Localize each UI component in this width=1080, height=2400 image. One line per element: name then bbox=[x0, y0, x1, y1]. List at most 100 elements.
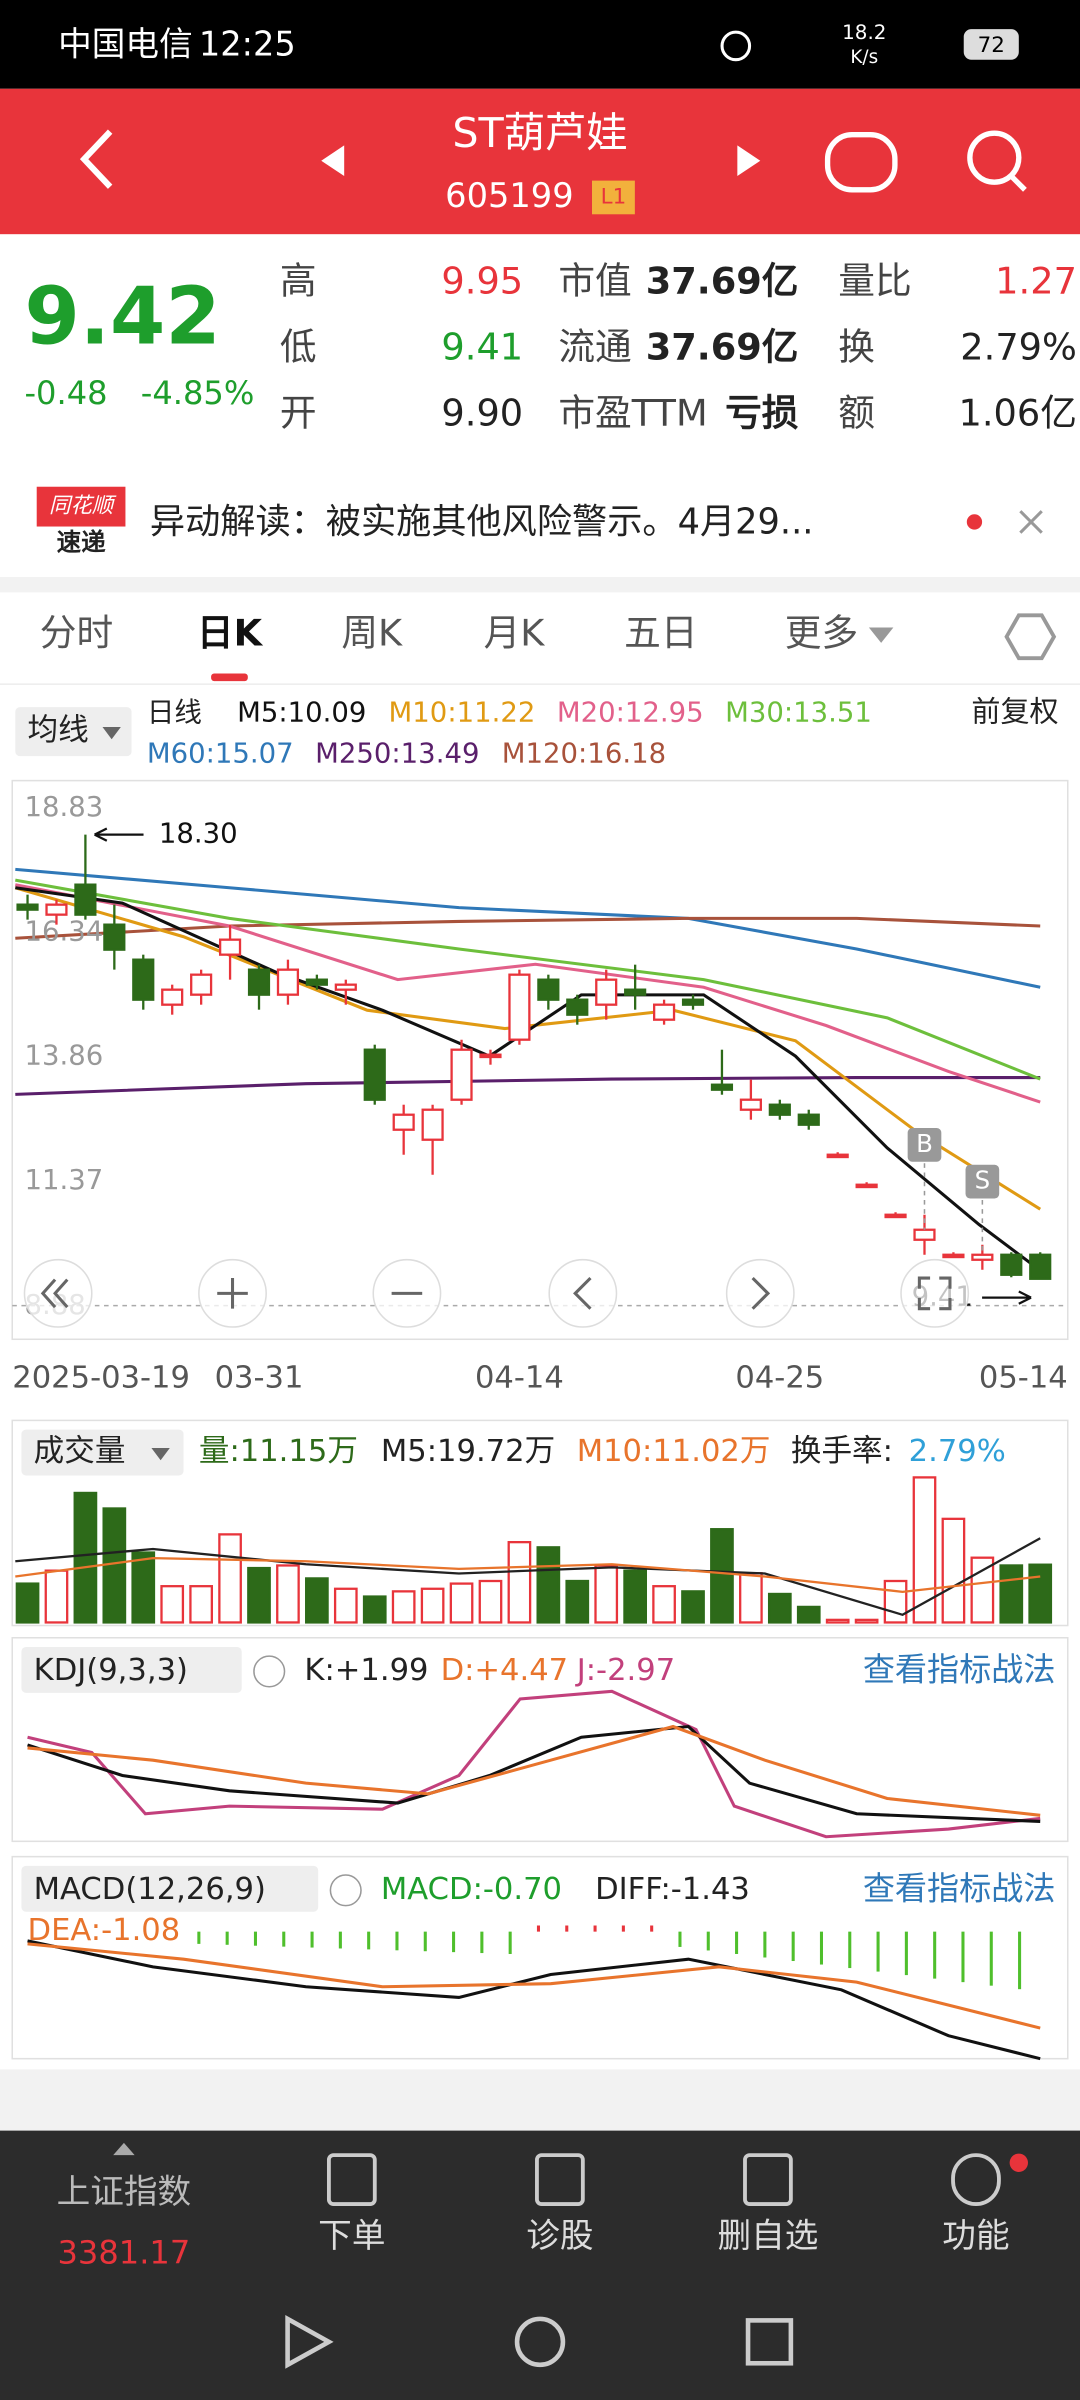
macd-frame bbox=[11, 1855, 1069, 2060]
separator bbox=[0, 2069, 1080, 2131]
candle-body bbox=[421, 1108, 444, 1141]
adjust[interactable]: 前复权 bbox=[971, 694, 1058, 728]
trade-marker bbox=[907, 1128, 942, 1162]
search-icon[interactable] bbox=[967, 130, 1022, 185]
candle-body bbox=[190, 973, 213, 996]
volume-bar bbox=[883, 1579, 908, 1624]
kdj-selector[interactable] bbox=[21, 1646, 242, 1693]
nav-label[interactable]: 删自选 bbox=[717, 2216, 818, 2255]
tab[interactable]: 日K bbox=[197, 612, 264, 655]
back-button[interactable] bbox=[79, 129, 113, 189]
help-icon[interactable] bbox=[253, 1655, 286, 1688]
trade-marker-label: S bbox=[975, 1166, 991, 1195]
volume-bar bbox=[247, 1566, 271, 1624]
stat-label: 开 bbox=[280, 391, 317, 434]
tab[interactable]: 五日 bbox=[624, 612, 697, 655]
volume-bar bbox=[478, 1579, 503, 1624]
tab[interactable]: 月K bbox=[484, 612, 546, 655]
index-value: 3381.17 bbox=[57, 2234, 190, 2272]
high-label: 18.30 bbox=[159, 818, 238, 850]
candle-body bbox=[855, 1183, 878, 1189]
sys-home[interactable] bbox=[514, 2316, 566, 2368]
candle-body bbox=[652, 1003, 676, 1021]
candle-body bbox=[479, 1053, 502, 1059]
macd-selector[interactable] bbox=[21, 1865, 319, 1912]
scroll-left-icon bbox=[40, 1278, 69, 1309]
stat-value: 2.79% bbox=[960, 325, 1077, 368]
scroll-left[interactable] bbox=[23, 1258, 93, 1328]
volume-selector[interactable] bbox=[21, 1429, 184, 1476]
candle-body bbox=[334, 983, 357, 991]
volume-bar bbox=[681, 1590, 705, 1624]
move-right[interactable] bbox=[725, 1258, 795, 1328]
stat-value: 1.27 bbox=[995, 260, 1077, 303]
candle-body bbox=[16, 903, 39, 911]
tab[interactable]: 周K bbox=[341, 612, 403, 655]
candle-body bbox=[826, 1153, 849, 1159]
ma60-line bbox=[15, 867, 1041, 989]
robot-icon[interactable] bbox=[824, 132, 898, 193]
volume-label: M5:19.72万 bbox=[381, 1434, 555, 1469]
stat-label: 换 bbox=[838, 325, 875, 368]
stat-label: 低 bbox=[280, 325, 317, 368]
status-bar bbox=[0, 0, 1080, 89]
volume-bar bbox=[710, 1528, 734, 1624]
ma-label: M5:10.09 bbox=[237, 696, 366, 728]
level: L1 bbox=[601, 184, 627, 209]
settings-icon[interactable] bbox=[1004, 613, 1057, 661]
candle-body bbox=[508, 973, 531, 1041]
candle-body bbox=[797, 1113, 820, 1126]
help-icon[interactable] bbox=[329, 1874, 362, 1907]
stat-label: 量比 bbox=[838, 260, 911, 303]
sys-back[interactable] bbox=[285, 2314, 334, 2369]
macd-link[interactable]: 查看指标战法 bbox=[863, 1869, 1056, 1907]
ma120-line bbox=[15, 916, 1041, 940]
volume-bar bbox=[449, 1582, 474, 1624]
trade-marker-label: B bbox=[916, 1129, 933, 1158]
high-arrow bbox=[94, 827, 144, 842]
fullscreen[interactable] bbox=[900, 1258, 970, 1328]
x-tick-label: 2025-03-19 bbox=[12, 1361, 190, 1396]
candle-body bbox=[132, 958, 155, 1001]
volume-bar bbox=[218, 1533, 242, 1624]
volume-bar bbox=[333, 1587, 358, 1624]
x-tick-label: 05-14 bbox=[979, 1361, 1068, 1396]
trade-marker bbox=[965, 1164, 1000, 1199]
nav-icon bbox=[743, 2153, 793, 2206]
ma-selector[interactable] bbox=[15, 707, 132, 757]
kdj-link[interactable]: 查看指标战法 bbox=[863, 1650, 1056, 1688]
change-pct: -4.85% bbox=[141, 374, 255, 412]
candle-body bbox=[1000, 1253, 1023, 1276]
nav-label[interactable]: 下单 bbox=[318, 2216, 385, 2255]
news-text[interactable]: 异动解读：被实施其他风险警示。4月29... bbox=[150, 501, 814, 542]
next-stock[interactable] bbox=[737, 145, 761, 177]
ma-label: M20:12.95 bbox=[557, 696, 704, 728]
candle-body bbox=[363, 1048, 386, 1101]
volume-bar bbox=[594, 1564, 619, 1624]
vol-ma10-line bbox=[15, 1557, 1041, 1593]
badge-dot bbox=[1009, 2153, 1028, 2172]
close-news[interactable] bbox=[1019, 510, 1043, 534]
nav-icon bbox=[535, 2153, 585, 2206]
volume-bar bbox=[73, 1491, 98, 1624]
change: -0.48 bbox=[24, 374, 107, 412]
nav-label[interactable]: 诊股 bbox=[526, 2216, 593, 2255]
ma250-line bbox=[15, 1076, 1041, 1096]
index-name[interactable]: 上证指数 bbox=[57, 2172, 192, 2211]
candle-body bbox=[45, 903, 68, 916]
nav-label[interactable]: 功能 bbox=[942, 2216, 1009, 2255]
stat-value: 37.69亿 bbox=[646, 325, 799, 368]
candle-body bbox=[537, 978, 560, 1001]
tab[interactable]: 更多 bbox=[785, 612, 858, 655]
j-line bbox=[27, 1689, 1041, 1839]
prev-stock[interactable] bbox=[321, 145, 345, 177]
tab[interactable]: 分时 bbox=[40, 612, 113, 655]
volume-bar bbox=[941, 1517, 966, 1624]
volume-bar bbox=[1028, 1563, 1053, 1624]
move-left[interactable] bbox=[548, 1258, 618, 1328]
sys-recent[interactable] bbox=[745, 2318, 794, 2366]
battery bbox=[963, 29, 1019, 60]
macd-value: MACD:-0.70 bbox=[381, 1872, 562, 1907]
fullscreen-icon bbox=[917, 1276, 952, 1311]
